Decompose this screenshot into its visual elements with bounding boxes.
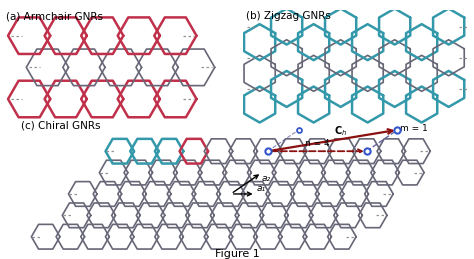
Text: a₂: a₂ [262,174,271,183]
Text: a₁: a₁ [256,184,266,193]
Text: n = 4: n = 4 [305,139,329,148]
Text: m = 1: m = 1 [401,124,428,133]
Text: $\mathbf{C}_h$: $\mathbf{C}_h$ [334,125,347,138]
Text: Figure 1: Figure 1 [215,249,259,259]
Text: (a) Armchair GNRs: (a) Armchair GNRs [6,11,103,21]
Text: (c) Chiral GNRs: (c) Chiral GNRs [21,120,100,131]
Text: (b) Zigzag GNRs: (b) Zigzag GNRs [246,11,330,21]
